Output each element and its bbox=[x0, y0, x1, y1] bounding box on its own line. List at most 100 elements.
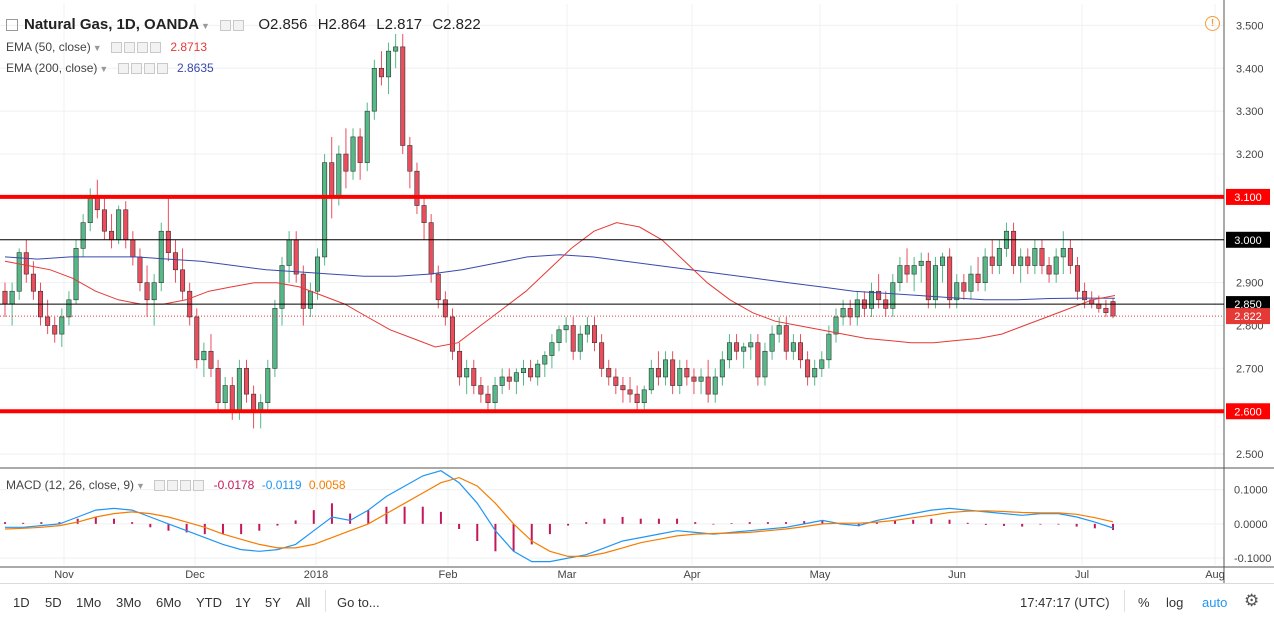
candle-body bbox=[421, 205, 427, 223]
candle-body bbox=[442, 299, 448, 318]
range-3mo[interactable]: 3Mo bbox=[116, 595, 142, 610]
range-all[interactable]: All bbox=[296, 595, 311, 610]
ema50-legend: EMA (50, close) ▼ 2.8713 bbox=[6, 40, 207, 54]
candle-body bbox=[513, 372, 519, 382]
candle-body bbox=[918, 260, 924, 266]
collapse-icon[interactable] bbox=[6, 19, 18, 32]
toolbar-divider bbox=[325, 590, 326, 612]
candle-body bbox=[854, 299, 860, 318]
macd-label[interactable]: MACD (12, 26, close, 9) bbox=[6, 478, 135, 492]
range-1mo[interactable]: 1Mo bbox=[76, 595, 102, 610]
chevron-down-icon[interactable]: ▼ bbox=[201, 21, 210, 31]
range-1d[interactable]: 1D bbox=[13, 595, 30, 610]
close-icon[interactable] bbox=[149, 42, 161, 54]
ema200-label[interactable]: EMA (200, close) bbox=[6, 61, 98, 75]
warning-icon[interactable]: ! bbox=[1205, 16, 1220, 31]
candle-body bbox=[790, 342, 796, 352]
candle-body bbox=[272, 308, 278, 369]
candle-body bbox=[265, 368, 271, 403]
candle-body bbox=[627, 389, 633, 395]
add-icon[interactable] bbox=[180, 480, 192, 492]
price-chart[interactable]: 2.5002.6002.7002.8002.9003.0003.1003.200… bbox=[0, 0, 1274, 583]
eye-icon[interactable] bbox=[110, 42, 122, 54]
chevron-down-icon[interactable]: ▼ bbox=[99, 64, 109, 74]
candle-body bbox=[87, 196, 93, 223]
y-tick-label: 3.300 bbox=[1236, 106, 1264, 118]
candle-body bbox=[911, 265, 917, 275]
range-5d[interactable]: 5D bbox=[45, 595, 62, 610]
candle-body bbox=[2, 290, 8, 305]
symbol-title[interactable]: Natural Gas, 1D, OANDA bbox=[24, 16, 200, 33]
candle-body bbox=[840, 308, 846, 318]
candle-body bbox=[222, 385, 228, 403]
go-to-button[interactable]: Go to... bbox=[337, 595, 380, 610]
candle-body bbox=[350, 136, 356, 172]
ema200-legend: EMA (200, close) ▼ 2.8635 bbox=[6, 61, 214, 75]
candle-body bbox=[698, 376, 704, 382]
candle-body bbox=[812, 368, 818, 378]
eye-icon[interactable] bbox=[220, 19, 232, 31]
close-icon[interactable] bbox=[156, 63, 168, 75]
ohlc-values: O2.856 H2.864 L2.817 C2.822 bbox=[258, 16, 486, 33]
clock-time[interactable]: 17:47:17 (UTC) bbox=[1020, 595, 1110, 610]
candle-body bbox=[506, 376, 512, 382]
toolbar-divider bbox=[1124, 590, 1125, 612]
range-1y[interactable]: 1Y bbox=[235, 595, 251, 610]
chevron-down-icon[interactable]: ▼ bbox=[136, 481, 145, 491]
close-icon[interactable] bbox=[193, 480, 205, 492]
gear-icon[interactable]: ⚙ bbox=[1244, 591, 1260, 610]
settings-icon[interactable] bbox=[167, 480, 179, 492]
candle-body bbox=[158, 230, 164, 283]
range-5y[interactable]: 5Y bbox=[265, 595, 281, 610]
ema200-line bbox=[4, 254, 1116, 301]
candle-body bbox=[357, 136, 363, 163]
candle-body bbox=[73, 248, 79, 301]
candle-body bbox=[890, 282, 896, 309]
candle-body bbox=[954, 282, 960, 301]
settings-icon[interactable] bbox=[233, 19, 245, 31]
candle-body bbox=[712, 376, 718, 395]
open-label: O bbox=[258, 16, 270, 33]
auto-toggle[interactable]: auto bbox=[1202, 595, 1228, 610]
eye-icon[interactable] bbox=[117, 63, 129, 75]
candle-body bbox=[599, 342, 605, 369]
last-price-label: 2.822 bbox=[1234, 311, 1262, 323]
candle-body bbox=[684, 368, 690, 378]
candle-body bbox=[300, 273, 306, 309]
candle-body bbox=[435, 273, 441, 301]
y-tick-label: 2.900 bbox=[1236, 278, 1264, 290]
candle-body bbox=[66, 299, 72, 318]
ema200-value: 2.8635 bbox=[176, 61, 214, 75]
eye-icon[interactable] bbox=[154, 480, 166, 492]
candle-body bbox=[9, 290, 15, 305]
chevron-down-icon[interactable]: ▼ bbox=[92, 43, 102, 53]
range-6mo[interactable]: 6Mo bbox=[156, 595, 182, 610]
log-toggle[interactable]: log bbox=[1166, 595, 1184, 610]
level-label-bg bbox=[1226, 188, 1270, 205]
candle-body bbox=[776, 325, 782, 335]
candle-body bbox=[748, 342, 754, 348]
candle-body bbox=[144, 282, 150, 301]
candle-body bbox=[236, 368, 242, 412]
settings-icon[interactable] bbox=[123, 42, 135, 54]
macd-legend: MACD (12, 26, close, 9) ▼ -0.0178 -0.0119… bbox=[6, 478, 346, 492]
candle-body bbox=[52, 325, 58, 335]
add-icon[interactable] bbox=[136, 42, 148, 54]
candle-body bbox=[1039, 248, 1045, 266]
candle-body bbox=[172, 252, 178, 271]
percent-toggle[interactable]: % bbox=[1138, 595, 1150, 610]
candle-body bbox=[109, 230, 115, 241]
ema50-label[interactable]: EMA (50, close) bbox=[6, 40, 91, 54]
candle-body bbox=[485, 393, 491, 403]
candle-body bbox=[180, 269, 186, 292]
candle-body bbox=[932, 265, 938, 301]
low-label: L bbox=[376, 16, 385, 33]
candle-body bbox=[1018, 256, 1024, 266]
candle-body bbox=[670, 359, 676, 386]
settings-icon[interactable] bbox=[130, 63, 142, 75]
range-ytd[interactable]: YTD bbox=[196, 595, 222, 610]
add-icon[interactable] bbox=[143, 63, 155, 75]
candle-body bbox=[45, 316, 51, 326]
candle-body bbox=[542, 355, 548, 365]
candle-body bbox=[719, 359, 725, 378]
